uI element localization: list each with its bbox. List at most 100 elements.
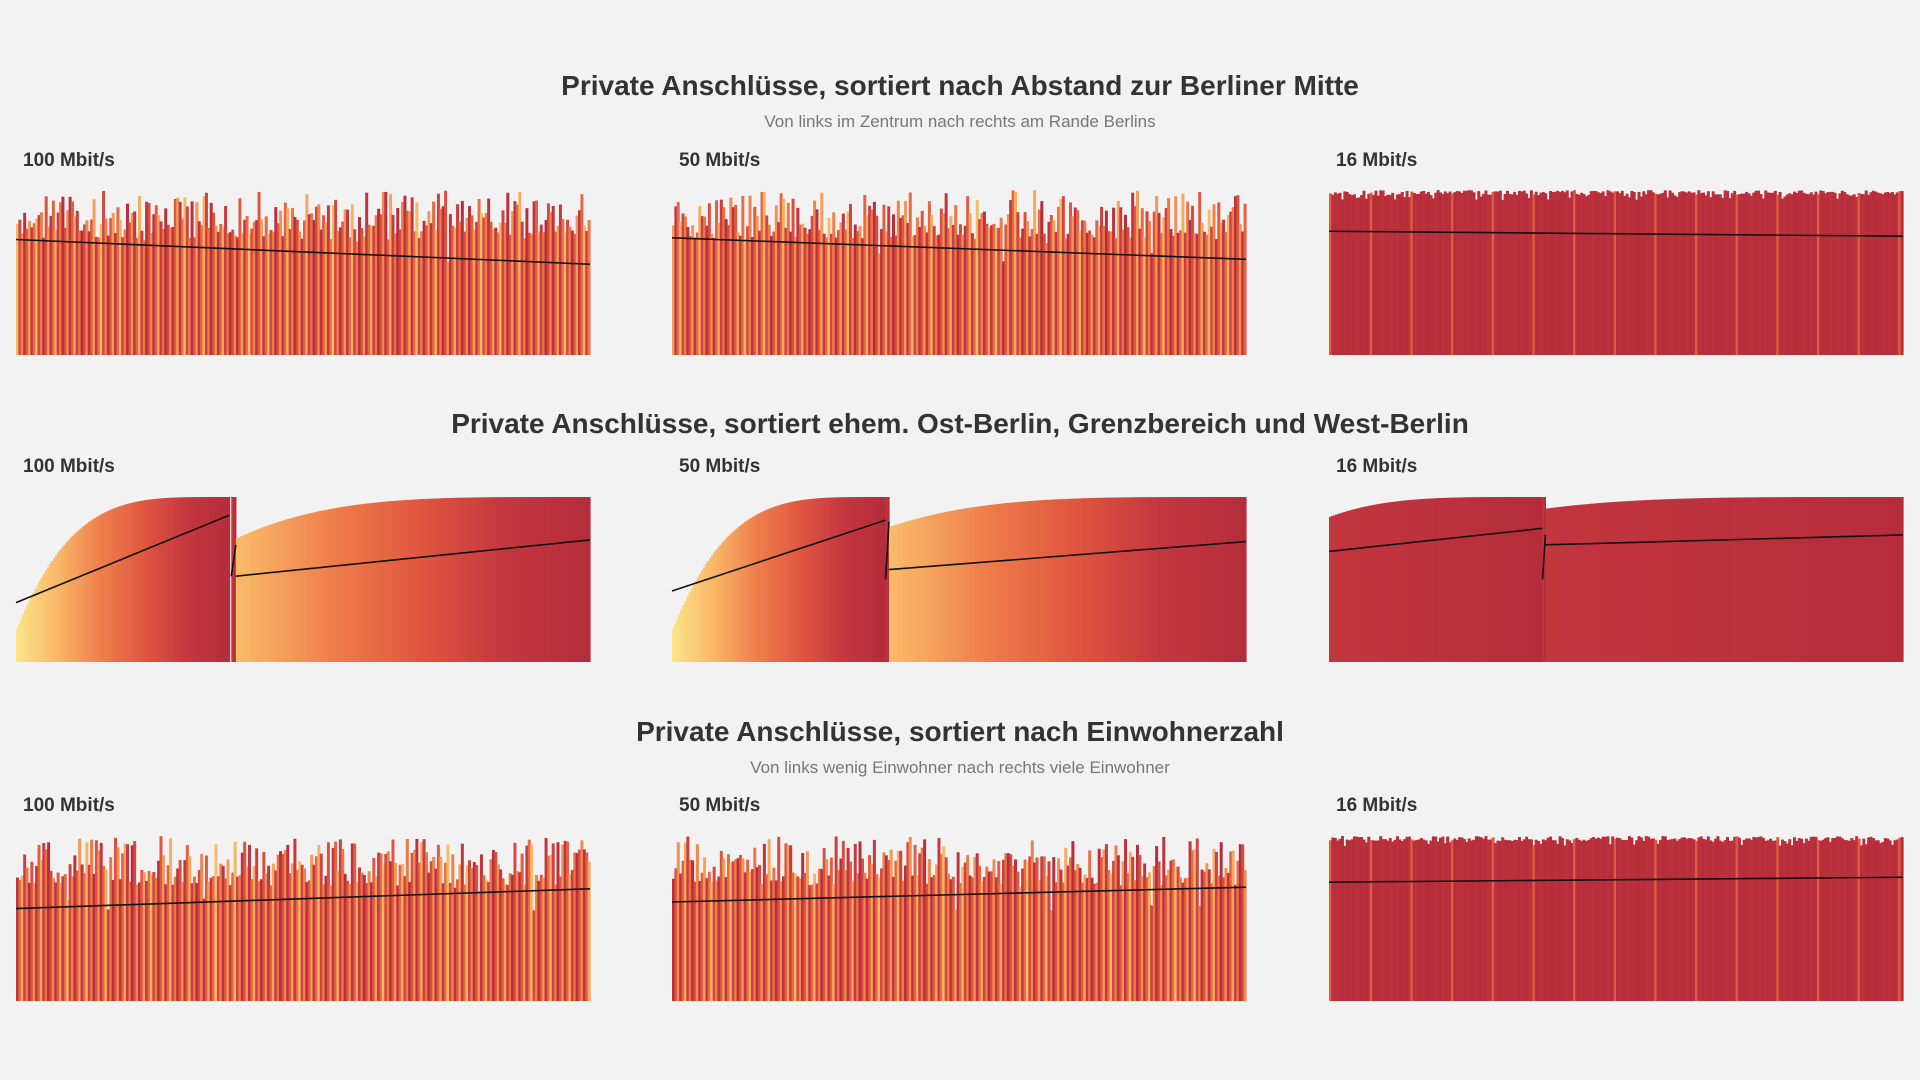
- bar: [1157, 861, 1161, 1001]
- bar: [183, 860, 187, 1001]
- bar: [1403, 197, 1407, 355]
- bar: [116, 847, 120, 1001]
- bar: [25, 228, 29, 355]
- bar: [36, 584, 40, 662]
- bar: [398, 229, 402, 355]
- bar: [140, 870, 144, 1001]
- bar: [956, 509, 960, 662]
- bar: [1884, 497, 1888, 662]
- bar: [1200, 223, 1204, 355]
- bar: [441, 883, 445, 1001]
- bar: [239, 536, 243, 662]
- bar: [444, 498, 448, 662]
- bar: [927, 201, 931, 355]
- bar: [768, 508, 772, 662]
- bar: [1174, 196, 1178, 355]
- bar: [1343, 511, 1347, 662]
- bar: [555, 497, 558, 662]
- bar: [98, 515, 101, 662]
- bar: [1104, 844, 1108, 1001]
- bar: [1876, 497, 1879, 662]
- bar: [1668, 839, 1672, 1001]
- bar: [1163, 497, 1167, 662]
- bar: [465, 865, 469, 1001]
- bar: [575, 497, 579, 662]
- bar: [1618, 838, 1622, 1001]
- bar: [1781, 198, 1785, 355]
- bar: [766, 509, 770, 662]
- bar: [1417, 499, 1420, 662]
- bar: [1816, 194, 1820, 355]
- bar: [865, 878, 869, 1001]
- bar: [1527, 839, 1531, 1001]
- bar: [1749, 195, 1753, 355]
- bar: [537, 880, 541, 1001]
- bar: [887, 206, 891, 355]
- bar: [1577, 839, 1581, 1001]
- bar: [1494, 191, 1498, 355]
- bar: [1670, 499, 1674, 662]
- bar: [327, 509, 331, 662]
- bar: [198, 497, 202, 662]
- bar: [137, 882, 141, 1001]
- bar: [786, 844, 790, 1001]
- bar: [1460, 497, 1464, 662]
- bar: [858, 226, 862, 355]
- bar: [1678, 192, 1682, 355]
- bar: [247, 233, 251, 355]
- bar: [147, 499, 151, 662]
- bar: [1343, 191, 1347, 355]
- bar: [1169, 229, 1173, 355]
- bar: [1331, 837, 1335, 1001]
- bar: [213, 497, 216, 662]
- bar: [1769, 838, 1773, 1001]
- bar: [1620, 839, 1624, 1001]
- bar: [471, 497, 474, 662]
- bar: [828, 497, 831, 662]
- bar: [470, 215, 474, 355]
- bar: [165, 497, 169, 662]
- bar: [481, 497, 485, 662]
- bar: [241, 535, 245, 662]
- bar: [1644, 836, 1648, 1001]
- bar: [1763, 497, 1766, 662]
- bar: [1584, 504, 1588, 662]
- bar: [276, 854, 280, 1001]
- bar: [185, 206, 189, 355]
- bar: [1742, 497, 1746, 662]
- bar: [1833, 837, 1837, 1001]
- bar: [1536, 497, 1540, 662]
- bar: [1085, 232, 1089, 355]
- bar: [63, 874, 67, 1001]
- bar: [1140, 208, 1144, 355]
- bar: [1006, 853, 1010, 1001]
- bar: [1713, 497, 1717, 662]
- bar: [1437, 498, 1441, 662]
- bar: [688, 592, 692, 662]
- bar: [534, 200, 538, 355]
- bar: [583, 497, 587, 662]
- bar: [145, 500, 148, 662]
- bar: [403, 500, 407, 662]
- bar: [1374, 840, 1378, 1001]
- bar: [1405, 190, 1409, 355]
- bar: [844, 869, 848, 1001]
- bar: [1147, 872, 1151, 1001]
- bar: [1018, 887, 1022, 1001]
- bar: [1604, 196, 1608, 355]
- bar: [882, 204, 886, 355]
- bar: [1572, 505, 1575, 662]
- bar: [1814, 191, 1818, 355]
- bar: [789, 231, 793, 355]
- bar: [415, 499, 419, 662]
- bar: [1702, 192, 1706, 355]
- bar: [869, 497, 872, 662]
- bar: [1348, 194, 1352, 355]
- bar: [272, 523, 276, 662]
- bar: [1568, 197, 1572, 355]
- bar: [207, 881, 211, 1001]
- bar: [42, 842, 46, 1001]
- bar: [454, 497, 458, 662]
- bar: [1600, 502, 1604, 662]
- bar: [1859, 845, 1863, 1001]
